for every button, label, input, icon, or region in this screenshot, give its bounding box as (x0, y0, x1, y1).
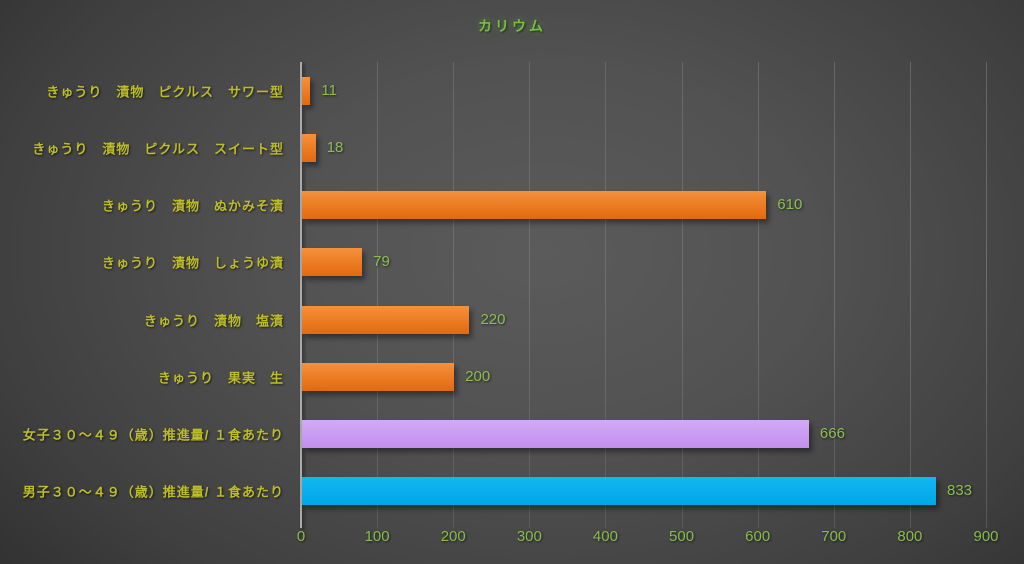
x-tick-label: 900 (973, 528, 999, 545)
category-label: きゅうり 漬物 ぬかみそ漬 (101, 198, 284, 214)
bar (302, 420, 809, 449)
gridline (757, 62, 759, 528)
category-label: きゅうり 漬物 しょうゆ漬 (101, 255, 284, 271)
x-tick-label: 0 (296, 528, 306, 545)
category-label: きゅうり 漬物 ピクルス スイート型 (32, 141, 284, 157)
bar (302, 248, 363, 277)
bar (302, 76, 311, 105)
bar-value-label: 79 (373, 253, 390, 271)
x-tick-label: 700 (821, 528, 847, 545)
bar-value-label: 18 (326, 138, 344, 156)
x-tick-label: 800 (897, 528, 923, 545)
bar-value-label: 610 (777, 196, 803, 214)
bar-value-label: 220 (480, 310, 506, 328)
gridline (833, 62, 835, 528)
gridline (986, 62, 987, 528)
gridline (681, 62, 683, 528)
category-label: きゅうり 漬物 ピクルス サワー型 (46, 84, 284, 100)
category-label: 女子３０〜４９（歳）推進量/ １食あたり (22, 427, 284, 443)
x-tick-label: 600 (745, 528, 771, 545)
category-label: きゅうり 漬物 塩漬 (143, 313, 284, 329)
x-tick-label: 200 (440, 528, 466, 545)
bar (302, 133, 316, 162)
x-tick-label: 400 (592, 528, 618, 545)
x-tick-label: 100 (364, 528, 390, 545)
gridline (453, 62, 455, 528)
bar-value-label: 833 (947, 482, 973, 500)
value-axis: 0 100 200 300 400 500 600 700 800 900 (297, 528, 999, 552)
axis-line (300, 62, 302, 528)
x-tick-label: 300 (516, 528, 542, 545)
gridline (605, 62, 607, 528)
bar (302, 477, 936, 506)
bar-value-label: 11 (321, 81, 337, 99)
bar (302, 305, 470, 334)
bar-value-label: 200 (465, 367, 491, 385)
gridline (909, 62, 911, 528)
bar (302, 362, 455, 391)
gridline (529, 62, 531, 528)
bar-value-label: 666 (819, 425, 845, 443)
plot-area: 11 18 610 79 220 200 666 833 (300, 62, 987, 528)
category-axis: きゅうり 漬物 ピクルス サワー型きゅうり 漬物 ピクルス スイート型きゅうり … (0, 62, 292, 520)
category-label: 男子３０〜４９（歳）推進量/ １食あたり (22, 484, 284, 500)
gridline (377, 62, 379, 528)
x-tick-label: 500 (669, 528, 695, 545)
bar (302, 191, 767, 220)
category-label: きゅうり 果実 生 (157, 370, 284, 386)
chart-title: カリウム (478, 18, 546, 34)
